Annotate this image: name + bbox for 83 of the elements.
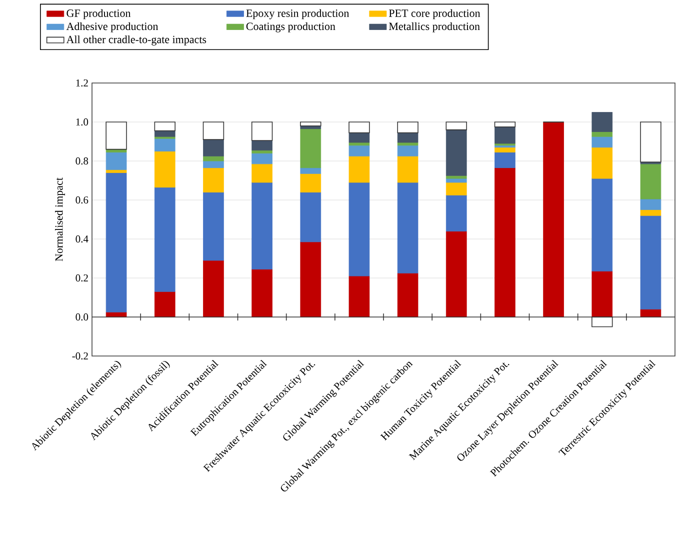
- bar: [154, 151, 176, 188]
- bar: [300, 192, 322, 242]
- bar: [203, 156, 224, 162]
- bar: [494, 152, 516, 168]
- bar: [300, 122, 322, 126]
- bar: [154, 291, 176, 318]
- y-tick-label: 1.0: [76, 118, 88, 126]
- bar: [154, 130, 176, 137]
- y-tick-label: 0.2: [76, 274, 88, 282]
- bar: [494, 126, 516, 144]
- bar: [300, 173, 322, 192]
- bar: [203, 192, 224, 261]
- bar: [348, 156, 370, 183]
- bar: [252, 140, 272, 150]
- y-axis-title: Normalised impact: [55, 178, 65, 262]
- bar: [397, 182, 418, 274]
- bar: [446, 130, 467, 176]
- legend-label: Coatings production: [246, 22, 336, 32]
- bar: [640, 210, 662, 216]
- bar: [106, 149, 127, 152]
- bar: [592, 178, 613, 272]
- bar: [106, 170, 127, 173]
- bar: [592, 136, 613, 148]
- bar: [397, 156, 418, 183]
- legend-label: GF production: [66, 9, 131, 20]
- bar: [106, 152, 127, 170]
- bar: [106, 122, 127, 150]
- bar: [106, 172, 127, 312]
- legend-label: Adhesive production: [66, 22, 158, 32]
- bar: [446, 122, 467, 130]
- bar: [592, 132, 613, 137]
- bar: [154, 187, 176, 292]
- bar: [592, 112, 613, 132]
- bar: [202, 122, 224, 140]
- bar: [203, 168, 224, 192]
- bar: [446, 230, 467, 318]
- bar: [300, 168, 322, 174]
- legend-label: Epoxy resin production: [246, 9, 350, 20]
- bar: [348, 276, 370, 318]
- bar: [154, 138, 176, 152]
- bar: [348, 145, 370, 156]
- bar: [252, 150, 272, 154]
- bar: [592, 147, 613, 179]
- y-tick-label: 0.6: [76, 196, 88, 204]
- bar: [251, 122, 273, 141]
- y-tick-label: 0.0: [76, 313, 88, 321]
- bar: [446, 175, 467, 179]
- bar: [592, 270, 613, 318]
- bar: [252, 269, 272, 318]
- bar: [640, 164, 662, 200]
- bar: [348, 132, 370, 143]
- bar: [203, 260, 224, 318]
- legend-label: Metallics production: [388, 22, 480, 32]
- bar: [252, 182, 272, 270]
- bar: [397, 272, 418, 318]
- legend-label: PET core production: [388, 9, 480, 20]
- bar: [446, 194, 467, 232]
- y-tick-label: 0.4: [76, 235, 88, 243]
- bar: [397, 122, 418, 134]
- bar: [640, 198, 662, 210]
- bar: [543, 122, 564, 318]
- bar: [494, 147, 516, 152]
- bar: [446, 182, 467, 196]
- bar: [348, 122, 370, 134]
- bar: [494, 168, 516, 318]
- legend-label: All other cradle-to-gate impacts: [66, 35, 206, 46]
- bar: [203, 139, 224, 156]
- bar: [252, 152, 272, 164]
- bar: [640, 122, 662, 162]
- bar: [640, 215, 662, 310]
- bar: [397, 132, 418, 143]
- y-tick-label: 0.8: [76, 157, 88, 165]
- bar: [446, 178, 467, 183]
- bar: [252, 164, 272, 183]
- y-tick-label: -0.2: [72, 352, 88, 360]
- bar: [300, 242, 322, 318]
- y-tick-label: 1.2: [76, 79, 88, 87]
- bar: [397, 145, 418, 156]
- bar: [154, 122, 176, 132]
- bar: [348, 182, 370, 276]
- bar: [203, 160, 224, 168]
- bar: [300, 128, 322, 168]
- bar: [494, 122, 516, 128]
